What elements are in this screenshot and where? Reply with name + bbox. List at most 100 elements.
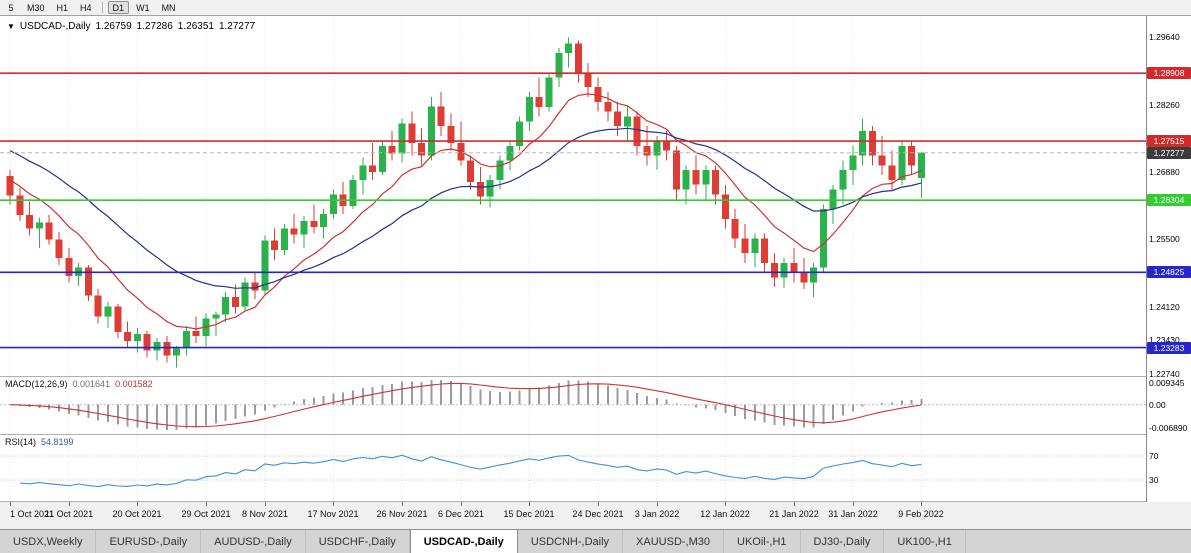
candle bbox=[369, 165, 377, 173]
chart-tab-audusd[interactable]: AUDUSD-,Daily bbox=[201, 530, 306, 553]
pane-divider[interactable] bbox=[0, 434, 1191, 435]
candle bbox=[114, 306, 122, 333]
candle bbox=[516, 121, 524, 146]
rsi-canvas[interactable] bbox=[0, 435, 1146, 501]
date-label: 20 Oct 2021 bbox=[112, 509, 162, 519]
rsi-label: RSI(14) 54.8199 bbox=[5, 437, 74, 447]
candle bbox=[868, 131, 876, 156]
candle bbox=[467, 160, 475, 182]
candle bbox=[525, 97, 533, 122]
date-tick-mark bbox=[657, 502, 658, 506]
candle bbox=[643, 145, 651, 156]
candle bbox=[124, 332, 132, 341]
chart-tab-dj30[interactable]: DJ30-,Daily bbox=[801, 530, 885, 553]
candle bbox=[163, 341, 171, 356]
candle bbox=[359, 165, 367, 180]
candle bbox=[310, 220, 318, 228]
candle bbox=[6, 176, 14, 196]
price-tick-label: 1.28260 bbox=[1149, 99, 1180, 110]
candle bbox=[780, 262, 788, 278]
candle bbox=[349, 179, 357, 207]
macd-canvas[interactable] bbox=[0, 377, 1146, 434]
price-tick-label: 1.22740 bbox=[1149, 369, 1180, 380]
chart-tab-uk100[interactable]: UK100-,H1 bbox=[884, 530, 966, 553]
candle bbox=[741, 238, 749, 253]
candle bbox=[153, 341, 161, 351]
timeframe-button-h1[interactable]: H1 bbox=[56, 2, 69, 13]
date-tick-mark bbox=[921, 502, 922, 506]
candle bbox=[604, 101, 612, 112]
macd-axis-top: 0.009345 bbox=[1149, 378, 1185, 388]
timeframe-button-w1[interactable]: W1 bbox=[136, 2, 150, 13]
toolbar-separator bbox=[101, 2, 103, 13]
candle bbox=[55, 239, 63, 258]
date-tick-mark bbox=[137, 502, 138, 506]
chart-tab-usdcad[interactable]: USDCAD-,Daily bbox=[409, 530, 518, 553]
chart-tab-usdx[interactable]: USDX,Weekly bbox=[0, 530, 97, 553]
price-axis: 1.29640 1.28260 1.26880 1.25500 1.24120 1.234… bbox=[1146, 16, 1191, 529]
candle bbox=[45, 222, 53, 240]
chart-tab-ukoil[interactable]: UKOil-,H1 bbox=[724, 530, 801, 553]
candle bbox=[133, 334, 141, 341]
timeframe-button-d1[interactable]: D1 bbox=[107, 1, 130, 14]
ohlc-high: 1.27286 bbox=[136, 21, 173, 32]
date-tick-mark bbox=[461, 502, 462, 506]
date-tick-mark bbox=[10, 502, 11, 506]
candle bbox=[320, 214, 328, 228]
candle bbox=[104, 306, 112, 317]
current-price-badge: 1.27277 bbox=[1147, 146, 1191, 159]
rsi-level-label: 70 bbox=[1149, 451, 1159, 461]
candle bbox=[633, 116, 641, 146]
pane-divider bbox=[0, 501, 1191, 502]
candle bbox=[614, 111, 622, 127]
price-tick-label: 1.25500 bbox=[1149, 234, 1180, 245]
rsi-level-label: 30 bbox=[1149, 475, 1159, 485]
date-label: 11 Oct 2021 bbox=[44, 509, 94, 519]
candle bbox=[447, 126, 455, 143]
pane-divider[interactable] bbox=[0, 376, 1191, 377]
chart-tab-usdcnh[interactable]: USDCNH-,Daily bbox=[518, 530, 624, 553]
candle bbox=[849, 155, 857, 171]
chart-dropdown-icon[interactable]: ▼ bbox=[7, 21, 15, 31]
date-axis: 1 Oct 2021 11 Oct 2021 20 Oct 2021 29 Oct 2… bbox=[0, 502, 1191, 529]
candle bbox=[682, 170, 690, 190]
candle bbox=[859, 131, 867, 156]
ohlc-low: 1.26351 bbox=[177, 21, 214, 32]
candle bbox=[94, 295, 102, 317]
price-level-badge: 1.23283 bbox=[1147, 341, 1191, 354]
candle bbox=[761, 238, 769, 263]
timeframe-button-5[interactable]: 5 bbox=[8, 2, 14, 13]
date-label: 15 Dec 2021 bbox=[503, 509, 555, 519]
chart-header: ▼ USDCAD-,Daily 1.26759 1.27286 1.26351 … bbox=[7, 21, 255, 32]
rsi-title: RSI(14) bbox=[5, 437, 37, 447]
date-tick-mark bbox=[333, 502, 334, 506]
candle bbox=[898, 145, 906, 180]
candle bbox=[692, 170, 700, 185]
macd-value-signal: 0.001582 bbox=[115, 379, 153, 389]
macd-axis-zero: 0.00 bbox=[1149, 399, 1166, 410]
timeframe-button-h4[interactable]: H4 bbox=[80, 2, 92, 13]
ma-fast-line bbox=[9, 93, 922, 330]
candle bbox=[437, 106, 445, 127]
candle bbox=[810, 267, 818, 283]
chart-tab-xauusd[interactable]: XAUUSD-,M30 bbox=[623, 530, 725, 553]
candle bbox=[888, 165, 896, 180]
date-tick-mark bbox=[265, 502, 266, 506]
candle bbox=[378, 145, 386, 173]
date-label: 9 Feb 2022 bbox=[898, 509, 944, 519]
chart-symbol-period: USDCAD-,Daily bbox=[19, 21, 91, 32]
candle bbox=[535, 97, 543, 107]
date-tick-mark bbox=[794, 502, 795, 506]
timeframe-button-m30[interactable]: M30 bbox=[27, 2, 45, 13]
candle bbox=[261, 240, 269, 291]
date-tick-mark bbox=[529, 502, 530, 506]
timeframe-button-mn[interactable]: MN bbox=[161, 2, 176, 13]
main-chart-canvas[interactable] bbox=[0, 16, 1146, 376]
candle bbox=[506, 145, 514, 161]
chart-tab-usdchf[interactable]: USDCHF-,Daily bbox=[306, 530, 410, 553]
candle bbox=[231, 297, 239, 307]
candle bbox=[800, 272, 808, 283]
price-level-badge: 1.24825 bbox=[1147, 266, 1191, 279]
rsi-value: 54.8199 bbox=[41, 437, 74, 447]
chart-tab-eurusd[interactable]: EURUSD-,Daily bbox=[96, 530, 202, 553]
